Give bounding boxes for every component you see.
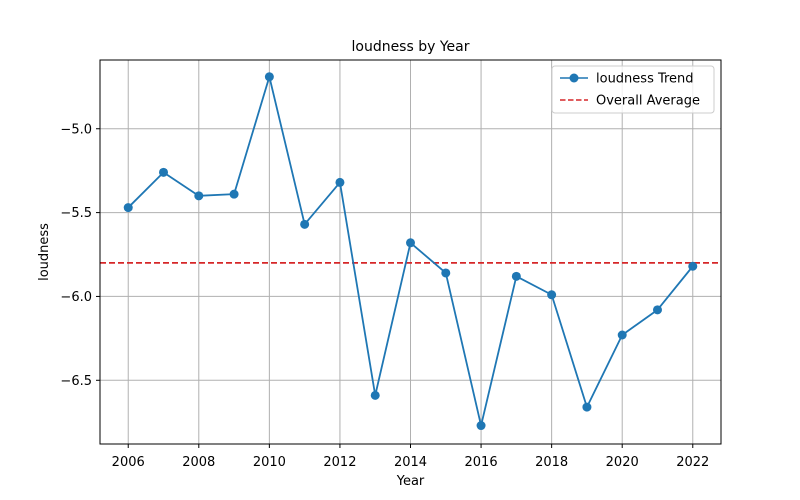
- y-tick-label: −6.5: [60, 374, 92, 389]
- x-tick-label: 2022: [676, 455, 709, 470]
- y-axis-label: loudness: [37, 223, 52, 281]
- data-point: [617, 330, 627, 340]
- y-axis-ticks: −5.0 −5.5 −6.0 −6.5: [60, 122, 100, 389]
- data-point: [194, 191, 204, 201]
- data-point: [370, 390, 380, 400]
- data-point: [511, 271, 521, 281]
- x-tick-label: 2014: [394, 455, 427, 470]
- x-tick-label: 2006: [112, 455, 145, 470]
- x-tick-label: 2018: [535, 455, 568, 470]
- series-layer: [123, 72, 698, 431]
- y-tick-label: −5.0: [60, 122, 92, 137]
- x-tick-label: 2008: [182, 455, 215, 470]
- data-point: [123, 203, 133, 213]
- grid-lines: [100, 60, 721, 444]
- legend: loudness Trend Overall Average: [551, 65, 715, 114]
- data-point: [441, 268, 451, 278]
- x-tick-label: 2020: [606, 455, 639, 470]
- data-point: [406, 238, 415, 248]
- y-tick-label: −5.5: [60, 206, 92, 221]
- legend-average-label: Overall Average: [596, 94, 700, 109]
- y-tick-label: −6.0: [60, 290, 92, 305]
- x-tick-label: 2010: [253, 455, 286, 470]
- x-tick-label: 2012: [323, 455, 356, 470]
- data-point: [159, 167, 169, 177]
- x-axis-label: Year: [396, 474, 425, 489]
- legend-series-label: loudness Trend: [596, 72, 694, 87]
- data-point: [476, 421, 486, 431]
- chart-title: loudness by Year: [351, 39, 469, 55]
- legend-box: [551, 65, 715, 114]
- data-point: [335, 177, 345, 187]
- legend-series-marker-swatch: [569, 73, 579, 83]
- x-tick-label: 2016: [465, 455, 498, 470]
- x-axis-ticks: 2006 2008 2010 2012 2014 2016 2018 2020 2022: [112, 444, 709, 470]
- data-point: [582, 402, 592, 412]
- data-point: [264, 72, 274, 82]
- data-point: [688, 261, 698, 271]
- data-point: [300, 219, 310, 229]
- data-point: [229, 189, 239, 199]
- data-point: [652, 305, 662, 315]
- data-point: [547, 290, 557, 300]
